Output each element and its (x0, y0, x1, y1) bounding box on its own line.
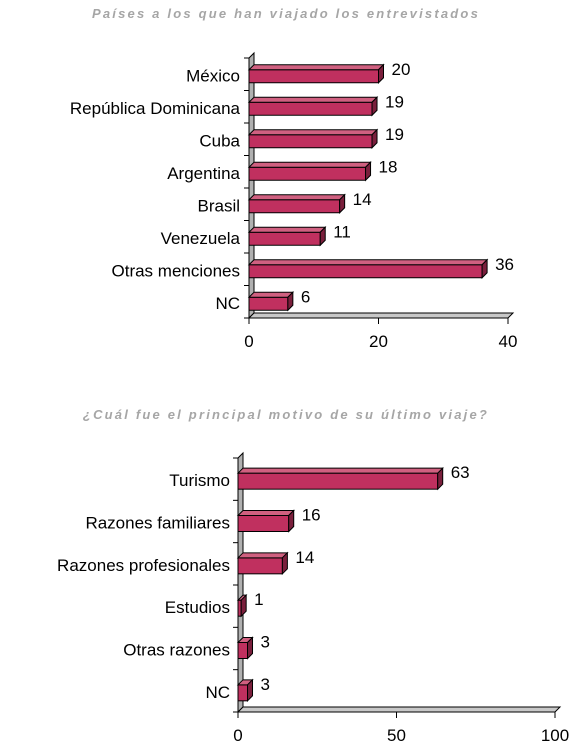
bar-top (236, 510, 295, 516)
x-tick-label: 0 (244, 332, 253, 351)
bar-top (236, 467, 444, 474)
value-label: 16 (302, 506, 321, 525)
value-label: 20 (392, 60, 411, 79)
value-label: 14 (295, 548, 314, 567)
chart-2-title: ¿Cuál fue el principal motivo de su últi… (82, 407, 490, 422)
bar-front (237, 684, 249, 702)
value-label: 3 (261, 633, 270, 652)
category-label: Otras menciones (112, 261, 241, 280)
bar-side (288, 509, 295, 533)
bar (247, 63, 385, 84)
bar (236, 551, 289, 576)
category-label: Otras razones (123, 641, 230, 660)
bar (247, 96, 379, 117)
bar-side (365, 161, 372, 182)
x-tick-label: 40 (499, 332, 518, 351)
x-tick-label: 100 (541, 726, 569, 745)
bar-front (237, 515, 290, 532)
category-label: Razones profesionales (57, 556, 230, 575)
category-label: Argentina (167, 164, 240, 183)
bar-side (240, 593, 247, 618)
bar-side (287, 291, 294, 312)
bar (247, 226, 327, 247)
value-label: 3 (261, 675, 270, 694)
value-label: 36 (495, 255, 514, 274)
value-label: 11 (333, 222, 351, 241)
bar (236, 466, 444, 491)
category-label: NC (215, 294, 240, 313)
bar (247, 128, 379, 149)
bar (236, 636, 254, 660)
bar (247, 161, 372, 182)
category-label: Brasil (197, 196, 240, 215)
category-label: Cuba (199, 131, 240, 150)
value-label: 19 (385, 125, 404, 144)
category-label: Turismo (169, 471, 230, 490)
bar-front (237, 472, 439, 490)
bar (247, 258, 489, 279)
category-label: NC (205, 683, 230, 702)
value-label: 6 (301, 287, 310, 306)
bar-side (247, 678, 254, 703)
bar-side (437, 466, 444, 491)
bar-side (378, 63, 384, 84)
chart-2-wall (237, 451, 244, 714)
chart-2-floor (236, 706, 562, 713)
value-label: 19 (385, 92, 404, 111)
x-tick-label: 50 (387, 726, 406, 745)
bar-top (236, 552, 289, 559)
bar (247, 193, 346, 214)
value-label: 14 (353, 190, 372, 209)
chart-1-plot: 0 20 40 México 20 República Dominicana 19 Cuba 1… (70, 51, 518, 351)
category-label: Razones familiares (85, 514, 230, 533)
value-label: 18 (379, 157, 398, 176)
bar-side (371, 96, 378, 117)
chart-1-title: Países a los que han viajado los entrevi… (91, 6, 481, 21)
bar-side (371, 128, 378, 149)
bar-side (339, 193, 346, 214)
bar (236, 593, 248, 618)
bar (236, 509, 295, 533)
bar-side (247, 636, 254, 660)
bar (247, 291, 295, 312)
value-label: 1 (254, 590, 263, 609)
bar-front (237, 642, 249, 659)
category-label: República Dominicana (70, 99, 241, 118)
category-label: Venezuela (161, 229, 241, 248)
category-label: Estudios (165, 598, 230, 617)
bar-side (281, 551, 288, 576)
x-tick-label: 20 (369, 332, 388, 351)
x-tick-label: 0 (233, 726, 242, 745)
bar-side (481, 258, 488, 279)
category-label: México (186, 66, 240, 85)
value-label: 63 (451, 463, 470, 482)
bar-side (319, 226, 326, 247)
bar (236, 678, 254, 703)
bar-front (237, 557, 283, 575)
